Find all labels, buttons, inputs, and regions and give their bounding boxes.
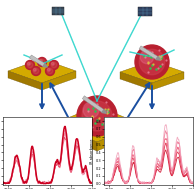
Circle shape xyxy=(83,102,99,118)
Polygon shape xyxy=(52,7,64,15)
Y-axis label: IR absorbance: IR absorbance xyxy=(90,139,94,164)
Circle shape xyxy=(82,101,112,131)
Circle shape xyxy=(46,67,55,75)
Polygon shape xyxy=(156,57,160,60)
Circle shape xyxy=(49,60,59,70)
Polygon shape xyxy=(120,61,184,83)
Polygon shape xyxy=(43,64,47,67)
Circle shape xyxy=(39,60,42,62)
Circle shape xyxy=(139,49,165,75)
Polygon shape xyxy=(138,6,152,15)
Circle shape xyxy=(33,68,39,74)
Circle shape xyxy=(48,68,50,71)
Polygon shape xyxy=(82,96,104,112)
Circle shape xyxy=(27,62,33,68)
Circle shape xyxy=(25,60,35,70)
Polygon shape xyxy=(8,59,76,83)
Circle shape xyxy=(31,67,41,75)
Polygon shape xyxy=(53,124,97,151)
Polygon shape xyxy=(102,110,106,113)
Polygon shape xyxy=(97,124,141,151)
Polygon shape xyxy=(152,72,184,90)
Polygon shape xyxy=(42,71,76,90)
Circle shape xyxy=(51,62,57,68)
Polygon shape xyxy=(8,71,42,90)
Circle shape xyxy=(140,50,154,64)
Circle shape xyxy=(39,59,45,65)
Polygon shape xyxy=(120,72,152,90)
Polygon shape xyxy=(29,55,45,67)
Circle shape xyxy=(37,57,47,67)
Polygon shape xyxy=(53,106,141,142)
Circle shape xyxy=(77,96,117,136)
Circle shape xyxy=(135,45,169,79)
Polygon shape xyxy=(139,46,158,60)
Circle shape xyxy=(51,62,54,65)
Circle shape xyxy=(27,62,30,65)
Circle shape xyxy=(33,68,36,71)
Circle shape xyxy=(47,68,53,74)
